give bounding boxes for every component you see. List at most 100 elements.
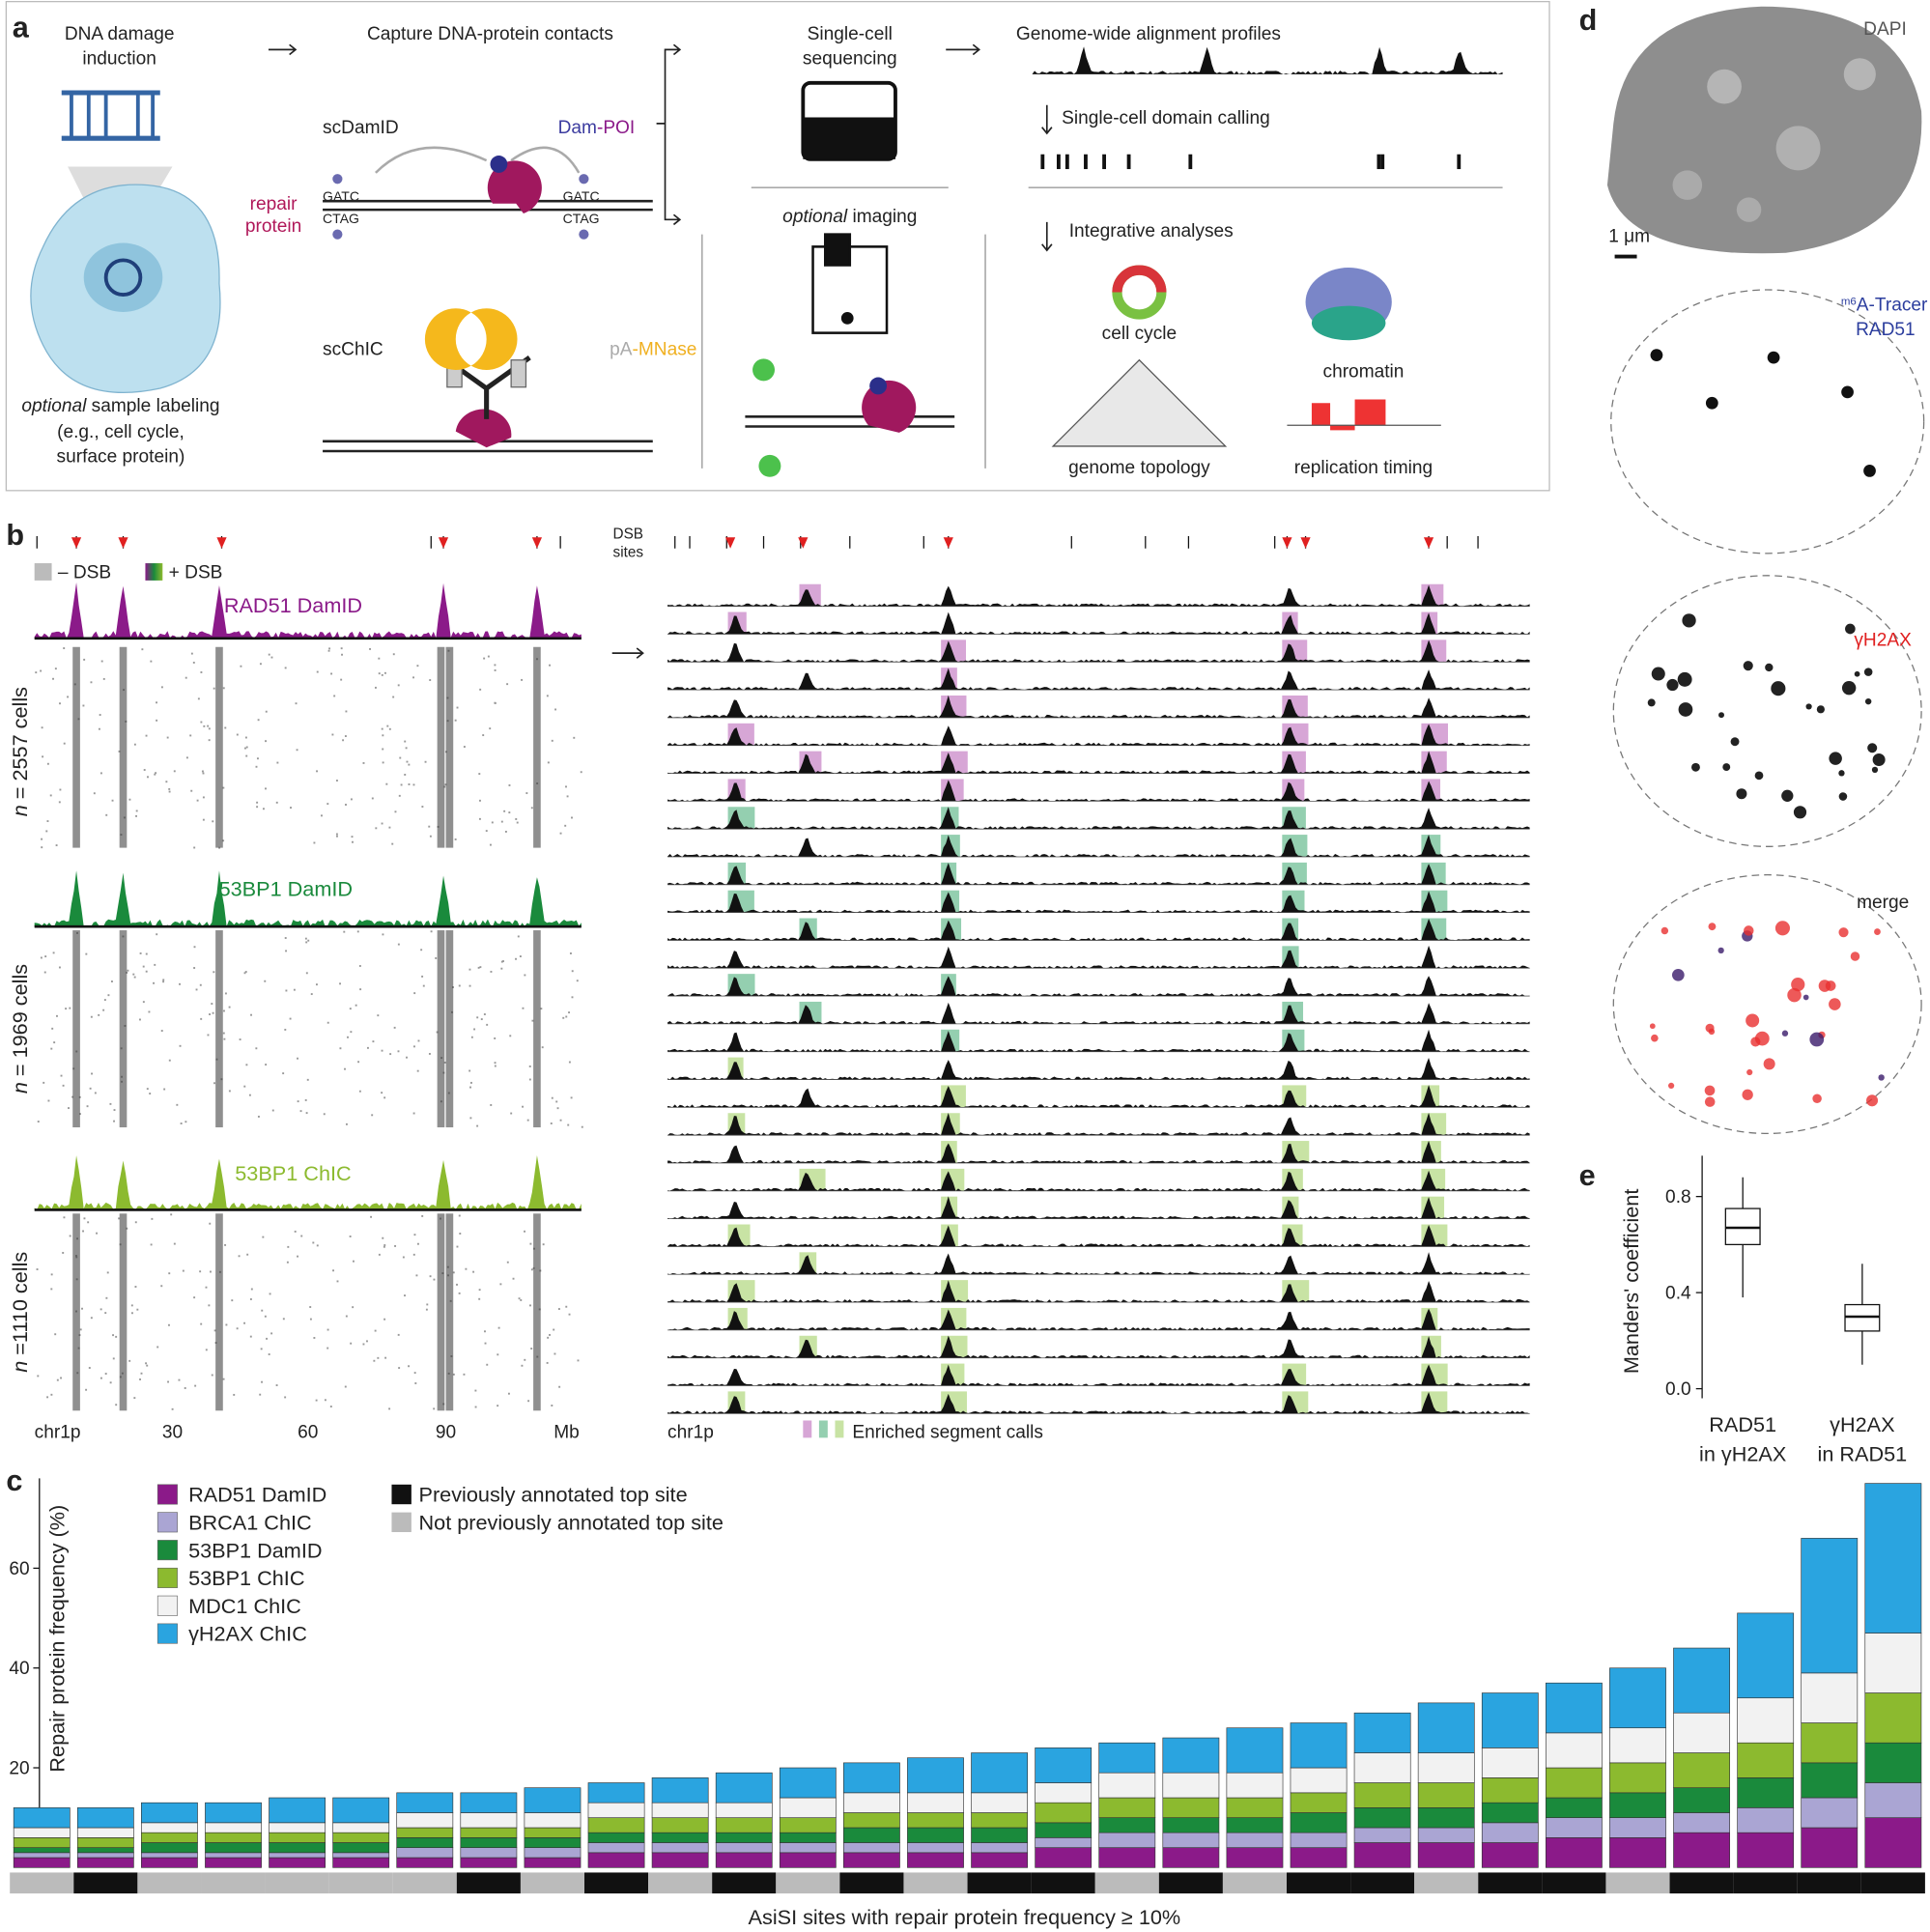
heatmap-speck	[189, 734, 192, 737]
heatmap-speck	[193, 1296, 196, 1299]
bar-segment	[1801, 1762, 1859, 1799]
panel-label: d	[1579, 4, 1598, 37]
profile	[667, 976, 1530, 997]
foci	[1647, 349, 1886, 1107]
heatmap-speck	[357, 1061, 360, 1064]
bar-segment	[1609, 1837, 1666, 1868]
heatmap-speck	[259, 663, 262, 666]
imaging-dna	[745, 358, 955, 477]
heatmap-speck	[424, 760, 427, 763]
legend-text: RAD51 DamID	[188, 1483, 326, 1507]
y-tick-label: 40	[9, 1659, 29, 1679]
legend-text: MDC1 ChIC	[188, 1594, 301, 1618]
heatmap-speck	[491, 821, 494, 824]
heatmap-speck	[352, 1306, 355, 1309]
heatmap-stripe	[215, 1213, 223, 1411]
heatmap-speck	[358, 1090, 361, 1093]
heatmap-speck	[413, 1234, 416, 1236]
heatmap-speck	[96, 1232, 99, 1235]
bar-segment	[524, 1827, 582, 1838]
focus	[1744, 925, 1754, 936]
heatmap-speck	[458, 1292, 461, 1294]
heatmap-speck	[429, 1275, 432, 1278]
profile	[667, 1196, 1530, 1219]
heatmap-speck	[400, 783, 403, 786]
heatmap-speck	[474, 1406, 477, 1408]
heatmap-speck	[350, 1031, 353, 1034]
heatmap-speck	[349, 1008, 352, 1010]
bar-segment	[1864, 1817, 1922, 1868]
heatmap-speck	[208, 1304, 211, 1307]
heatmap-speck	[577, 1359, 580, 1362]
analysis-icons	[1051, 265, 1441, 447]
heatmap-speck	[208, 739, 211, 742]
heatmap-speck	[99, 714, 101, 716]
bar-segment	[141, 1842, 198, 1854]
focus	[1864, 697, 1872, 705]
track-name: 53BP1 ChIC	[235, 1161, 351, 1185]
heatmap-speck	[503, 810, 506, 812]
step-title: Integrative analyses	[1069, 221, 1234, 242]
bar-segment	[524, 1857, 582, 1868]
heatmap-speck	[393, 1026, 396, 1029]
bar-segment	[907, 1842, 964, 1854]
heatmap-speck	[562, 1016, 565, 1019]
pa: pA	[610, 340, 633, 360]
bar-segment	[779, 1817, 837, 1833]
dsb-label: sites	[613, 545, 644, 561]
x-tick-label: in γH2AX	[1699, 1442, 1786, 1466]
heatmap-speck	[255, 765, 258, 768]
heatmap-speck	[60, 1377, 63, 1379]
heatmap-speck	[256, 801, 259, 804]
focus	[1816, 705, 1825, 714]
stacked-bar-chart: 20 40 60 RAD51 DamID BRCA1 ChIC 53BP1 DamID 53…	[9, 1478, 1925, 1894]
legend-swatch	[818, 1420, 828, 1438]
focus	[1677, 671, 1692, 687]
bar-segment	[971, 1827, 1028, 1843]
heatmap-speck	[41, 846, 43, 849]
heatmap-speck	[81, 1307, 83, 1310]
heatmap-speck	[426, 1303, 429, 1306]
heatmap-speck	[104, 1312, 107, 1315]
heatmap-speck	[243, 747, 246, 750]
heatmap-speck	[321, 814, 323, 817]
heatmap-speck	[294, 1230, 297, 1233]
heatmap-speck	[243, 1085, 246, 1088]
bar-segment	[843, 1852, 900, 1868]
dsb-marker	[725, 537, 736, 549]
profile	[667, 1170, 1530, 1191]
heatmap-speck	[43, 1081, 45, 1084]
heatmap-speck	[295, 702, 298, 705]
heatmap-speck	[397, 943, 400, 946]
bar-segment	[1353, 1807, 1411, 1829]
heatmap-speck	[160, 1030, 163, 1033]
heatmap-speck	[366, 1340, 368, 1343]
heatmap-speck	[469, 1117, 472, 1120]
heatmap-speck	[352, 840, 354, 843]
heatmap-speck	[54, 1333, 57, 1336]
annotation-cell	[648, 1872, 713, 1894]
heatmap-speck	[521, 678, 524, 681]
focus	[1829, 998, 1841, 1010]
heatmap-speck	[524, 1230, 525, 1233]
bar-segment	[587, 1782, 645, 1804]
heatmap-speck	[383, 1096, 386, 1099]
heatmap-speck	[139, 1018, 141, 1021]
dsb-marker	[531, 537, 543, 549]
heatmap-speck	[261, 1380, 263, 1383]
heatmap-speck	[199, 1270, 202, 1273]
focus	[1678, 702, 1693, 717]
bar-segment	[779, 1842, 837, 1854]
heatmap-speck	[112, 1334, 115, 1337]
heatmap-speck	[109, 1102, 112, 1105]
heatmap-speck	[528, 1078, 531, 1081]
profile	[667, 891, 1530, 913]
heatmap-speck	[136, 1308, 139, 1311]
superscript: m6	[1841, 296, 1857, 307]
heatmap-speck	[468, 968, 471, 971]
bar-segment	[1035, 1782, 1093, 1804]
heatmap-speck	[145, 1362, 148, 1365]
profile	[667, 918, 1530, 941]
heatmap-stripe	[72, 1213, 80, 1411]
heatmap-speck	[135, 814, 137, 817]
